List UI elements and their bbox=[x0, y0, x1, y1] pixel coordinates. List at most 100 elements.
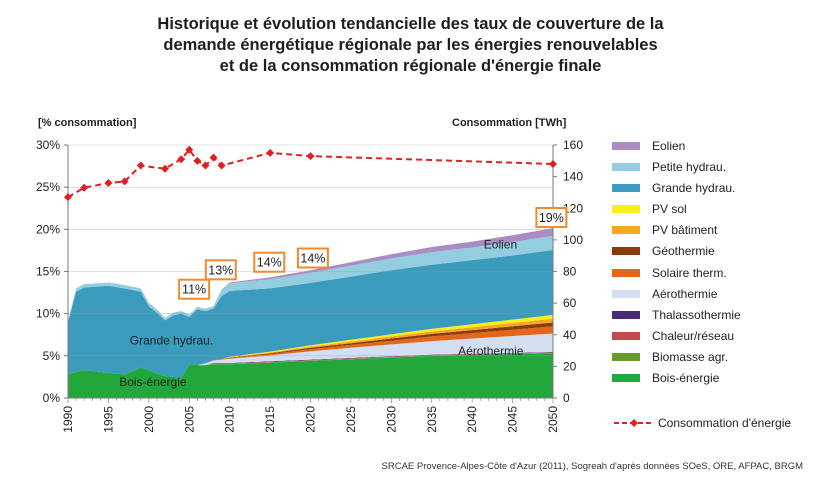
percentage-callout-label: 13% bbox=[208, 263, 233, 277]
legend-label-consumption: Consommation d'énergie bbox=[658, 416, 792, 430]
x-tick-label: 1990 bbox=[61, 406, 75, 433]
percentage-callout-label: 19% bbox=[539, 211, 564, 225]
x-tick-label: 2025 bbox=[344, 406, 358, 433]
y2-tick-label: 80 bbox=[563, 265, 577, 279]
legend-swatch bbox=[612, 163, 640, 172]
x-tick-label: 2045 bbox=[506, 406, 520, 433]
legend-label: Petite hydrau. bbox=[652, 160, 727, 175]
consumption-point bbox=[64, 193, 72, 202]
area-series bbox=[68, 326, 553, 378]
legend-item: Biomasse agr. bbox=[612, 347, 817, 368]
area-annotation: Eolien bbox=[484, 238, 517, 252]
legend-label: PV sol bbox=[652, 202, 687, 217]
legend-swatch bbox=[612, 352, 640, 361]
percentage-callout-box bbox=[253, 251, 286, 273]
legend-swatch bbox=[612, 226, 640, 235]
legend-label: PV bâtiment bbox=[652, 223, 718, 238]
consumption-point bbox=[217, 161, 226, 170]
x-tick-label: 2000 bbox=[142, 406, 156, 433]
y-axis-title: [% consommation] bbox=[38, 117, 137, 129]
y2-tick-label: 40 bbox=[563, 328, 577, 342]
x-tick-label: 2005 bbox=[182, 406, 196, 433]
legend-item: Géothermie bbox=[612, 241, 817, 262]
legend-item: Solaire therm. bbox=[612, 263, 817, 284]
x-tick-label: 2050 bbox=[546, 406, 560, 433]
x-tick-label: 2020 bbox=[304, 406, 318, 433]
legend-swatch bbox=[612, 184, 640, 193]
area-series bbox=[68, 228, 553, 322]
chart-title-line: et de la consommation régionale d'énergi… bbox=[219, 57, 602, 75]
legend-swatch bbox=[612, 289, 640, 298]
source-note: SRCAE Provence-Alpes-Côte d'Azur (2011),… bbox=[381, 461, 803, 472]
consumption-point bbox=[266, 148, 275, 157]
y2-tick-label: 160 bbox=[563, 138, 583, 152]
legend: Eolien Petite hydrau. Grande hydrau. PV sol… bbox=[612, 136, 817, 389]
consumption-point bbox=[104, 178, 113, 187]
chart-title: Historique et évolution tendancielle des… bbox=[0, 14, 821, 77]
y2-tick-label: 60 bbox=[563, 296, 577, 310]
consumption-point bbox=[209, 153, 218, 162]
chart-title-line: demande énergétique régionale par les én… bbox=[163, 36, 658, 54]
chart-title-line: Historique et évolution tendancielle des… bbox=[157, 15, 664, 33]
area-annotation: Grande hydrau. bbox=[130, 334, 213, 348]
legend-label: Bois-énergie bbox=[652, 371, 720, 386]
x-tick-label: 2035 bbox=[425, 406, 439, 433]
percentage-callout-box bbox=[178, 278, 211, 300]
percentage-callout-label: 14% bbox=[300, 252, 325, 266]
x-tick-label: 2030 bbox=[384, 406, 398, 433]
legend-swatch bbox=[612, 247, 640, 256]
consumption-point bbox=[193, 156, 202, 165]
consumption-point bbox=[306, 152, 315, 161]
legend-item: PV sol bbox=[612, 199, 817, 220]
legend-item: Eolien bbox=[612, 136, 817, 157]
legend-item: Grande hydrau. bbox=[612, 178, 817, 199]
legend-label: Grande hydrau. bbox=[652, 181, 736, 196]
area-series bbox=[68, 314, 553, 378]
percentage-callout-box bbox=[296, 247, 329, 269]
legend-swatch bbox=[612, 142, 640, 150]
x-tick-label: 2010 bbox=[223, 406, 237, 433]
legend-item: Aérothermie bbox=[612, 284, 817, 305]
consumption-point bbox=[185, 145, 194, 154]
y2-tick-label: 100 bbox=[563, 233, 583, 247]
legend-label: Biomasse agr. bbox=[652, 349, 729, 364]
x-tick-label: 2015 bbox=[263, 406, 277, 433]
area-annotation: Bois-énergie bbox=[119, 375, 187, 389]
x-tick-label: 1995 bbox=[101, 406, 115, 433]
consumption-point bbox=[120, 177, 129, 186]
y2-tick-label: 120 bbox=[563, 201, 583, 215]
y2-tick-label: 140 bbox=[563, 170, 583, 184]
consumption-point bbox=[136, 161, 145, 170]
legend-item: Chaleur/réseau bbox=[612, 326, 817, 347]
legend-swatch bbox=[612, 268, 640, 277]
consumption-point bbox=[177, 155, 186, 164]
y2-axis-title: Consommation [TWh] bbox=[452, 117, 567, 129]
legend-swatch bbox=[612, 205, 640, 214]
y-tick-label: 0% bbox=[43, 391, 61, 405]
area-series bbox=[68, 235, 553, 323]
y-tick-label: 30% bbox=[36, 138, 60, 152]
legend-item: Petite hydrau. bbox=[612, 157, 817, 178]
y-tick-label: 20% bbox=[36, 222, 60, 236]
legend-label: Solaire therm. bbox=[652, 265, 727, 280]
y-tick-label: 15% bbox=[36, 265, 60, 279]
consumption-point bbox=[549, 159, 557, 168]
percentage-callout-label: 11% bbox=[182, 283, 206, 297]
x-tick-label: 2040 bbox=[465, 406, 479, 433]
legend-item: Thalassothermie bbox=[612, 305, 817, 326]
consumption-point bbox=[161, 164, 169, 173]
legend-swatch bbox=[612, 374, 640, 383]
legend-item: PV bâtiment bbox=[612, 220, 817, 241]
percentage-callout-box bbox=[204, 259, 237, 281]
percentage-callout-label: 14% bbox=[257, 256, 282, 270]
legend-item: Bois-énergie bbox=[612, 368, 817, 389]
legend-label: Eolien bbox=[652, 139, 686, 153]
area-series bbox=[68, 318, 553, 378]
y-tick-label: 25% bbox=[36, 180, 60, 194]
percentage-callout-box bbox=[535, 207, 568, 229]
y-tick-label: 10% bbox=[36, 307, 60, 321]
legend-line-swatch bbox=[614, 419, 654, 427]
legend-label: Chaleur/réseau bbox=[652, 328, 735, 343]
y2-tick-label: 20 bbox=[563, 359, 577, 373]
